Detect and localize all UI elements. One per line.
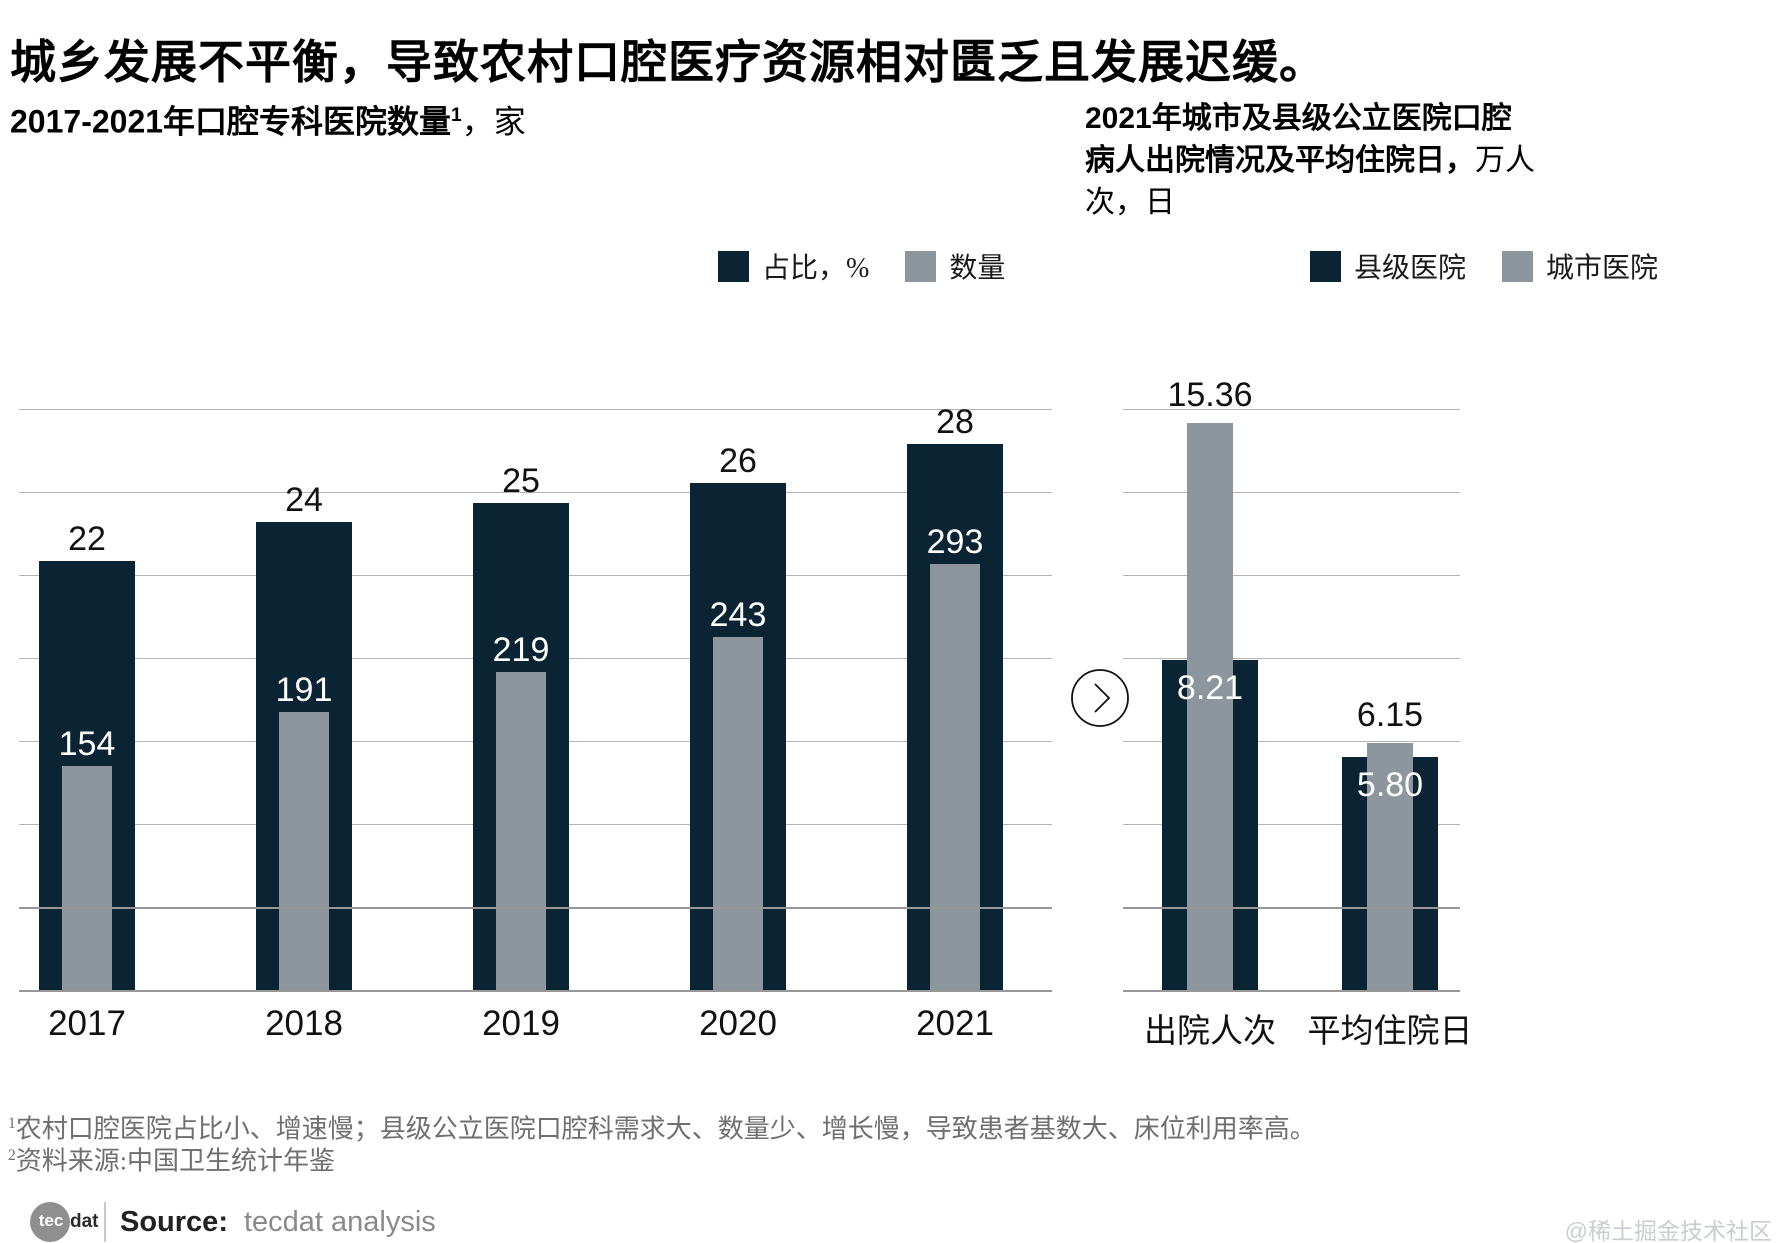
gridline	[1123, 824, 1460, 825]
legend-label: 数量	[949, 253, 1006, 284]
gridline	[1123, 741, 1460, 742]
right-chart-legend: 县级医院 城市医院	[1310, 250, 1658, 284]
footnote-2: 2资料来源:中国卫生统计年鉴	[8, 1140, 335, 1178]
left-chart-title-footnote-marker: 1	[451, 105, 462, 126]
category-label-2020: 2020	[699, 1004, 777, 1043]
value-label-数量-2019: 219	[492, 630, 550, 669]
footnote-1: 1农村口腔医院占比小、增速慢；县级公立医院口腔科需求大、数量少、增长慢，导致患者…	[8, 1108, 1316, 1146]
category-label-2018: 2018	[265, 1004, 343, 1043]
footnote-1-text: 农村口腔医院占比小、增速慢；县级公立医院口腔科需求大、数量少、增长慢，导致患者基…	[15, 1114, 1316, 1144]
bar-数量-2021	[930, 563, 980, 990]
tecdat-logo-dat: dat	[70, 1211, 99, 1232]
value-label-占比，%-2018: 24	[285, 481, 323, 519]
right-chart-title: 2021年城市及县级公立医院口腔病人出院情况及平均住院日，万人次，日	[1085, 98, 1537, 224]
legend-label: 占比，%	[762, 253, 870, 284]
value-label-城市医院-出院人次: 15.36	[1167, 376, 1253, 414]
chevron-right-circle-icon	[1071, 669, 1129, 727]
legend-item-数量: 数量	[905, 246, 1005, 286]
bar-数量-2018	[279, 712, 329, 990]
gridline	[19, 492, 1052, 493]
left-chart-title-bold: 2017-2021年口腔专科医院数量	[10, 103, 452, 140]
left-chart-title: 2017-2021年口腔专科医院数量1，家	[10, 96, 526, 142]
gridline	[19, 409, 1052, 410]
gridline	[1123, 409, 1460, 410]
legend-swatch-icon	[718, 250, 749, 282]
gridline	[1123, 492, 1460, 493]
category-label-2019: 2019	[482, 1004, 560, 1043]
source-row: tec dat Source: tecdat analysis	[30, 1200, 436, 1243]
value-label-数量-2021: 293	[926, 522, 984, 561]
source-label: Source:	[120, 1205, 228, 1238]
bar-城市医院-平均住院日	[1367, 742, 1413, 990]
gridline	[1123, 658, 1460, 659]
value-label-占比，%-2017: 22	[68, 520, 106, 558]
category-label-2017: 2017	[48, 1004, 126, 1043]
watermark: @稀土掘金技术社区	[1564, 1218, 1772, 1243]
right-chart-title-bold: 2021年城市及县级公立医院口腔病人出院情况及平均住院日，	[1085, 102, 1512, 177]
value-label-城市医院-平均住院日: 6.15	[1356, 695, 1424, 734]
gridline-front	[19, 990, 1052, 992]
tecdat-logo: tec dat	[30, 1200, 102, 1243]
page-title: 城乡发展不平衡，导致农村口腔医疗资源相对匮乏且发展迟缓。	[10, 35, 1326, 88]
right-chart-title-unit: 万人次，日	[1085, 144, 1535, 219]
bar-数量-2019	[496, 671, 546, 990]
value-label-数量-2018: 191	[275, 671, 333, 710]
tecdat-logo-tec: tec	[38, 1211, 64, 1230]
legend-label: 县级医院	[1354, 253, 1467, 284]
value-label-数量-2017: 154	[58, 725, 116, 764]
value-label-占比，%-2021: 28	[936, 403, 974, 441]
bar-城市医院-出院人次	[1187, 423, 1233, 990]
gridline-front	[1123, 990, 1460, 992]
legend-swatch-icon	[1502, 250, 1534, 282]
bar-数量-2020	[713, 636, 763, 990]
value-label-县级医院-出院人次: 8.21	[1176, 668, 1244, 707]
legend-label: 城市医院	[1546, 253, 1659, 284]
value-label-占比，%-2019: 25	[502, 461, 540, 500]
gridline-front	[19, 907, 1052, 909]
footnote-2-text: 资料来源:中国卫生统计年鉴	[15, 1146, 336, 1176]
gridline	[1123, 575, 1460, 576]
footnote-1-marker: 1	[8, 1115, 16, 1132]
category-label-2021: 2021	[916, 1004, 994, 1043]
legend-swatch-icon	[1310, 250, 1341, 282]
left-chart-title-unit: ，家	[461, 103, 526, 140]
legend-item-县级医院: 县级医院	[1310, 246, 1466, 286]
category-label-出院人次: 出院人次	[1144, 1014, 1276, 1050]
source-value: tecdat analysis	[243, 1205, 436, 1238]
category-label-平均住院日: 平均住院日	[1307, 1014, 1473, 1050]
left-chart-legend: 占比，% 数量	[718, 250, 1005, 284]
source-divider	[104, 1202, 106, 1242]
legend-swatch-icon	[905, 250, 937, 282]
value-label-数量-2020: 243	[709, 595, 767, 634]
bar-数量-2017	[62, 766, 112, 990]
footnote-2-marker: 2	[8, 1147, 16, 1164]
tecdat-logo-circle-icon	[30, 1202, 70, 1242]
legend-item-占比，%: 占比，%	[718, 246, 869, 286]
legend-item-城市医院: 城市医院	[1502, 246, 1658, 286]
gridline-front	[1123, 907, 1460, 909]
value-label-县级医院-平均住院日: 5.80	[1356, 765, 1424, 804]
value-label-占比，%-2020: 26	[719, 442, 757, 480]
